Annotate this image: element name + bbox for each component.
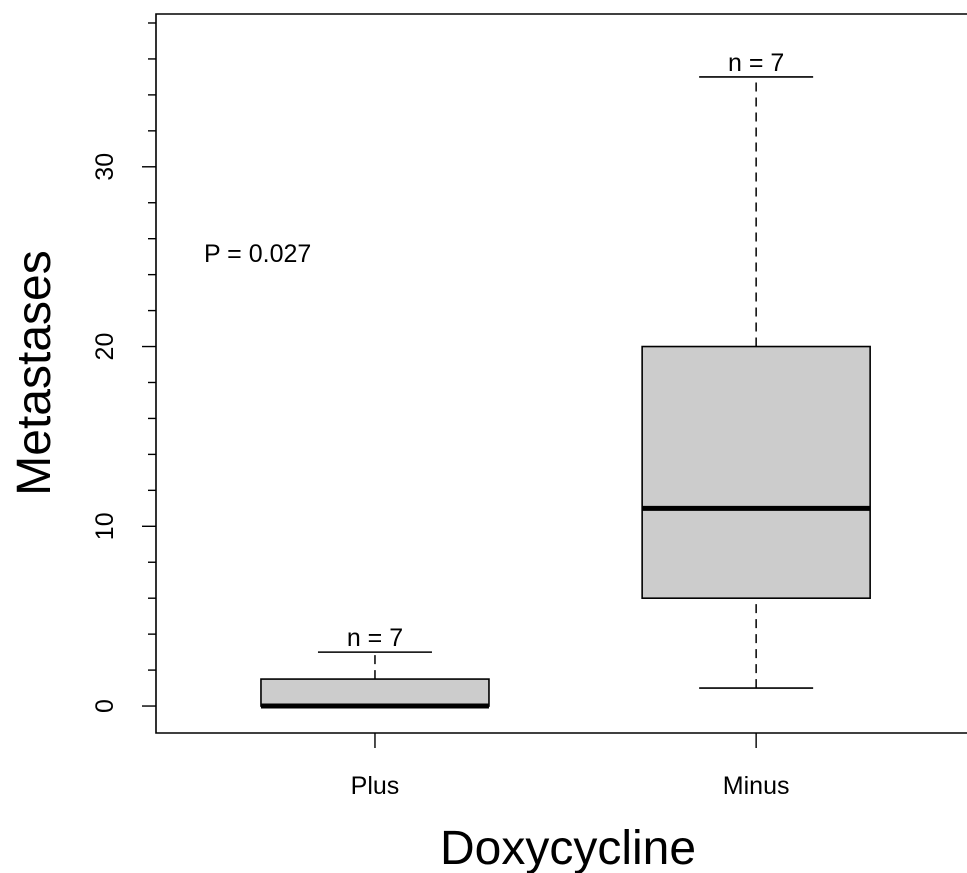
y-tick-label: 30 <box>91 153 119 181</box>
x-axis-label: Doxycycline <box>440 822 696 873</box>
y-tick-label: 0 <box>91 699 119 713</box>
x-tick-label: Minus <box>723 772 790 800</box>
y-tick-label: 20 <box>91 333 119 361</box>
box-minus: n = 7 <box>641 49 871 689</box>
boxes: n = 7 n = 7 <box>260 49 871 709</box>
x-tick-label: Plus <box>351 772 400 800</box>
y-tick-label: 10 <box>91 512 119 540</box>
iqr-box <box>641 345 871 599</box>
y-axis: 0 10 20 30 <box>91 22 156 713</box>
y-axis-label: Metastases <box>8 250 61 495</box>
box-plus: n = 7 <box>260 624 490 709</box>
count-label: n = 7 <box>728 49 784 77</box>
plot-frame <box>155 13 967 734</box>
count-label: n = 7 <box>347 624 403 652</box>
x-axis: Plus Minus <box>351 733 790 800</box>
p-value-annotation: P = 0.027 <box>204 240 311 268</box>
iqr-box <box>260 678 490 707</box>
plot-border <box>155 13 967 734</box>
